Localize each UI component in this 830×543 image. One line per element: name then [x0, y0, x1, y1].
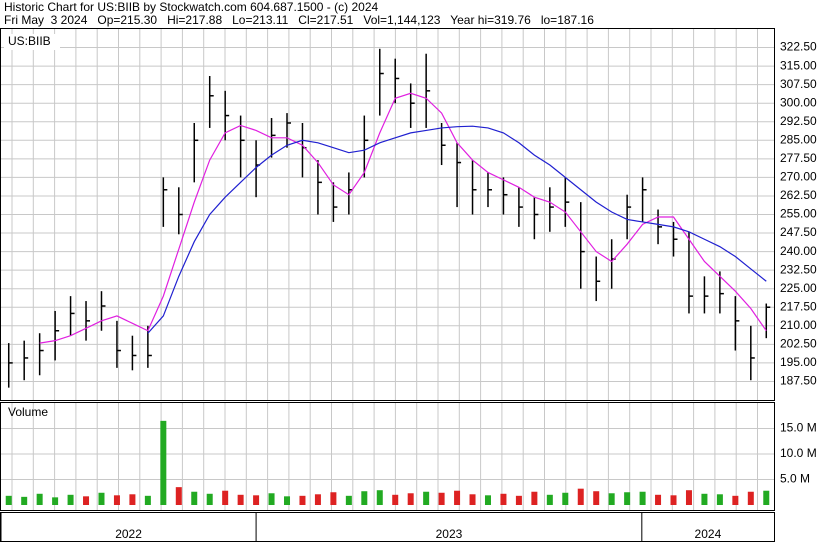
volume-bar [685, 490, 692, 505]
y-tick-label: 195.00 [780, 355, 817, 369]
volume-label: Volume [8, 405, 48, 419]
price-panel [0, 28, 775, 401]
x-tick-label: 2023 [436, 527, 463, 541]
y-tick-label: 240.00 [780, 244, 817, 258]
y-tick-label: 202.50 [780, 337, 817, 351]
volume-bar [407, 493, 414, 505]
volume-bar [21, 496, 28, 505]
x-tick-label: 2024 [695, 527, 722, 541]
volume-bar [36, 493, 43, 505]
volume-bar [83, 496, 90, 505]
y-tick-label: 225.00 [780, 281, 817, 295]
moving-average [147, 125, 767, 334]
volume-bar [577, 488, 584, 505]
volume-bar [361, 491, 368, 505]
volume-bar [515, 495, 522, 505]
volume-bar [237, 494, 244, 505]
volume-bar [655, 494, 662, 505]
volume-bar [253, 495, 260, 505]
volume-bar [423, 491, 430, 505]
volume-bar [438, 492, 445, 505]
volume-bar [345, 495, 352, 505]
volume-bar [113, 495, 120, 505]
volume-bar [67, 494, 74, 505]
volume-bar [469, 494, 476, 505]
volume-bar [562, 492, 569, 505]
y-tick-label: 232.50 [780, 262, 817, 276]
volume-bar [392, 494, 399, 505]
moving-average [39, 92, 767, 344]
volume-bar [376, 490, 383, 505]
volume-tick-label: 5.0 M [780, 472, 810, 486]
symbol-box [4, 34, 60, 50]
volume-bar [639, 491, 646, 505]
volume-bar [144, 495, 151, 505]
volume-bar [314, 494, 321, 505]
volume-bar [284, 496, 291, 505]
y-tick-label: 255.00 [780, 207, 817, 221]
volume-bar [716, 494, 723, 505]
volume-bar [500, 493, 507, 505]
y-tick-label: 292.50 [780, 114, 817, 128]
y-tick-label: 315.00 [780, 58, 817, 72]
y-tick-label: 300.00 [780, 95, 817, 109]
volume-bar [484, 495, 491, 505]
volume-tick-label: 15.0 M [780, 421, 817, 435]
chart-title: Historic Chart for US:BIIB by Stockwatch… [4, 0, 378, 14]
volume-bar [129, 494, 136, 505]
y-tick-label: 270.00 [780, 170, 817, 184]
volume-tick-label: 10.0 M [780, 446, 817, 460]
volume-bar [268, 493, 275, 505]
volume-bar [747, 491, 754, 505]
y-tick-label: 210.00 [780, 318, 817, 332]
volume-bar [52, 497, 59, 505]
volume-bar [531, 491, 538, 505]
volume-bar [175, 487, 182, 505]
y-tick-label: 322.50 [780, 40, 817, 54]
chart-subtitle: Fri May 3 2024 Op=215.30 Hi=217.88 Lo=21… [4, 13, 594, 27]
volume-bar [330, 492, 337, 505]
volume-bar [206, 493, 213, 505]
volume-bar [763, 490, 770, 505]
y-tick-label: 285.00 [780, 132, 817, 146]
volume-bar [222, 490, 229, 505]
y-tick-label: 217.50 [780, 299, 817, 313]
volume-bar [546, 494, 553, 505]
volume-bar [701, 493, 708, 505]
y-tick-label: 277.50 [780, 151, 817, 165]
y-tick-label: 247.50 [780, 225, 817, 239]
volume-bar [732, 495, 739, 505]
volume-bar [454, 490, 461, 505]
y-tick-label: 187.50 [780, 374, 817, 388]
volume-bar [191, 491, 198, 505]
volume-bar [98, 492, 105, 505]
volume-bar [5, 495, 12, 505]
y-tick-label: 307.50 [780, 77, 817, 91]
y-tick-label: 262.50 [780, 188, 817, 202]
volume-bar [160, 420, 167, 505]
volume-bar [624, 492, 631, 505]
volume-bar [670, 495, 677, 505]
volume-panel [0, 402, 775, 511]
volume-bar [608, 493, 615, 505]
grid-layer [1, 29, 774, 510]
symbol-label: US:BIIB [8, 34, 51, 48]
volume-bar [299, 495, 306, 505]
x-tick-label: 2022 [115, 527, 142, 541]
volume-bar [593, 491, 600, 505]
